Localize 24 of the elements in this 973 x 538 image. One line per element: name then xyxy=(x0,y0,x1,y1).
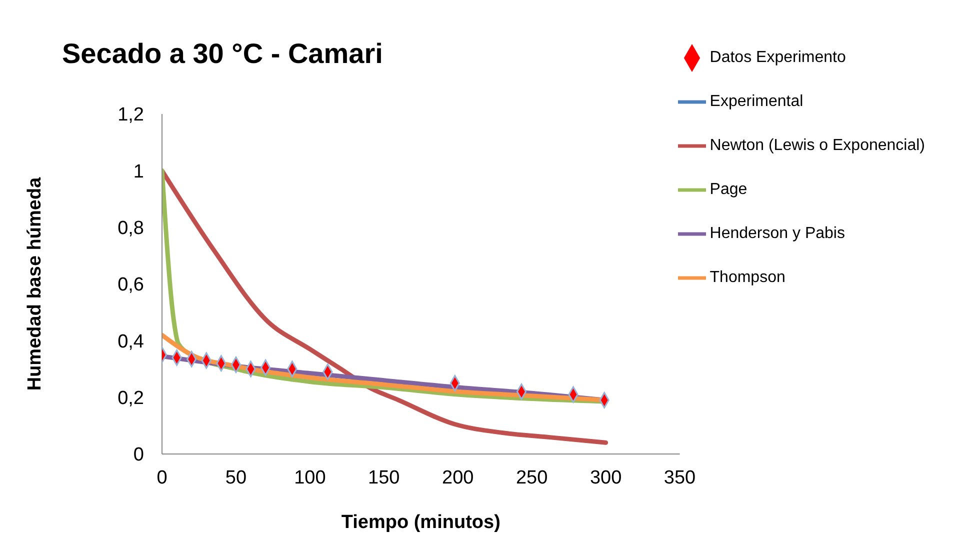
legend-label: Experimental xyxy=(710,93,804,110)
legend-label: Datos Experimento xyxy=(710,49,846,66)
x-tick-label: 100 xyxy=(294,467,326,488)
x-tick-label: 250 xyxy=(516,467,548,488)
chart-title: Secado a 30 °C - Camari xyxy=(62,38,383,70)
x-tick-label: 150 xyxy=(368,467,400,488)
x-tick-label: 50 xyxy=(225,467,247,488)
y-tick-label: 0,4 xyxy=(118,331,144,352)
legend-label: Thompson xyxy=(710,269,786,286)
y-tick-label: 0,8 xyxy=(118,218,144,240)
y-tick-label: 1 xyxy=(133,161,144,182)
legend-label: Henderson y Pabis xyxy=(710,225,845,242)
legend-label: Newton (Lewis o Exponencial) xyxy=(710,137,925,154)
y-tick-label: 0,2 xyxy=(118,388,144,410)
y-axis-title: Humedad base húmeda xyxy=(24,176,46,391)
x-tick-label: 200 xyxy=(442,467,474,488)
x-axis-title: Tiempo (minutos) xyxy=(341,512,500,533)
x-tick-label: 0 xyxy=(156,467,168,488)
x-tick-label: 300 xyxy=(590,467,622,488)
y-tick-label: 0 xyxy=(133,444,144,466)
y-tick-label: 0,6 xyxy=(118,274,144,296)
x-tick-label: 350 xyxy=(664,467,696,488)
y-tick-label: 1,2 xyxy=(118,104,144,126)
legend-label: Page xyxy=(710,181,748,198)
